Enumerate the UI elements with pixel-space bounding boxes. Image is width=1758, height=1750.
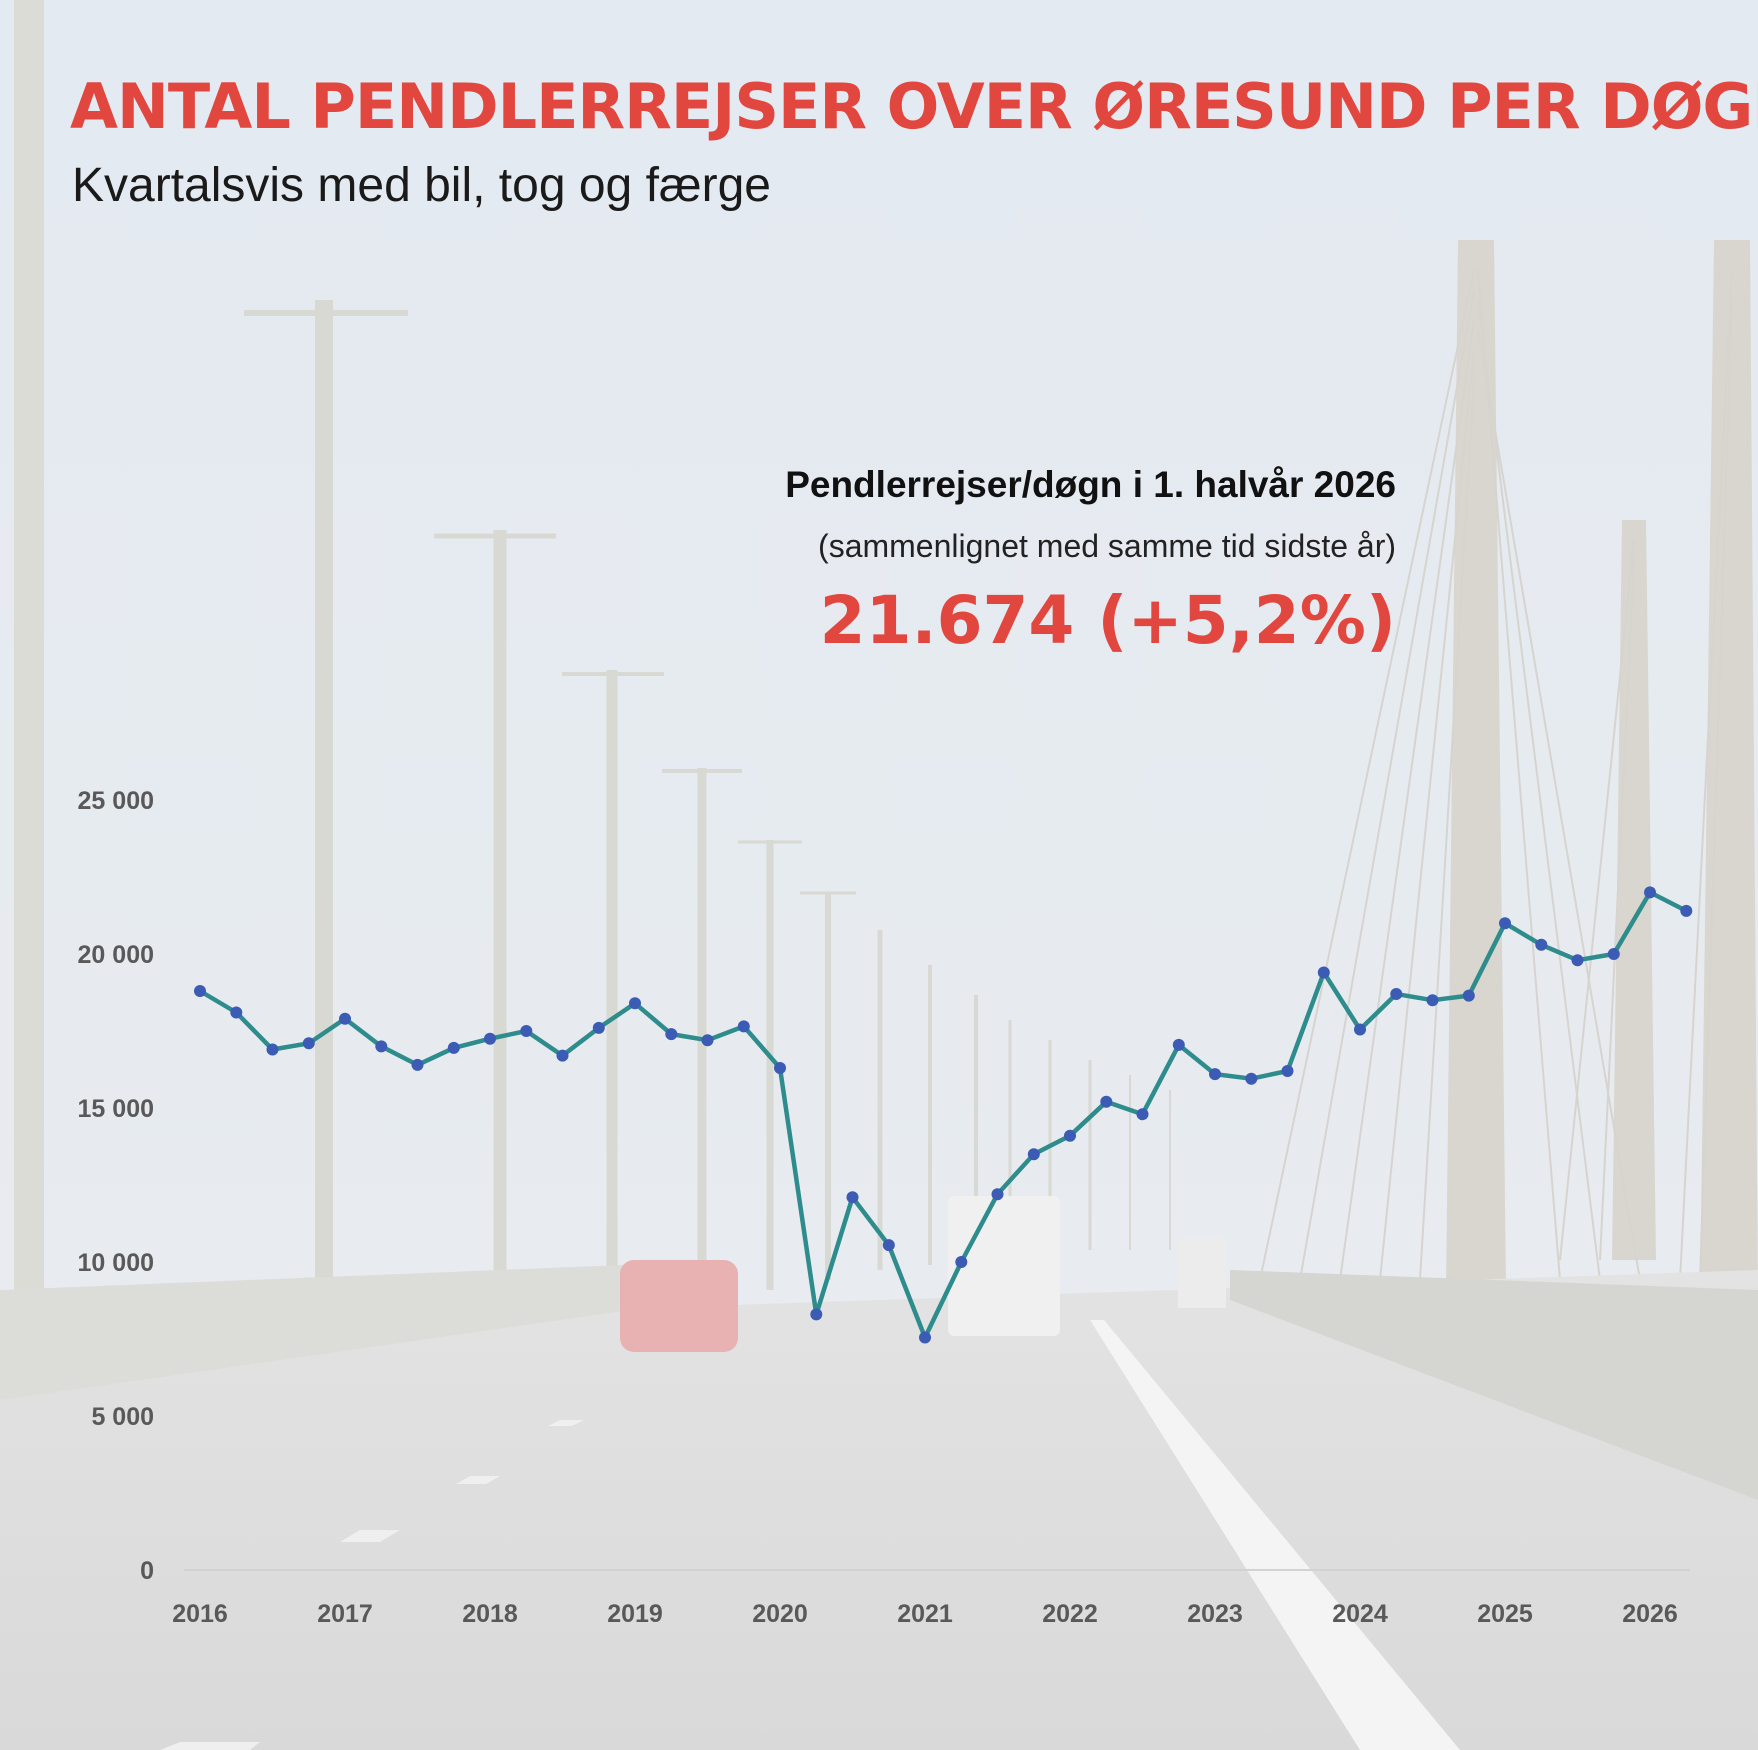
y-tick-label: 0 xyxy=(140,1557,154,1585)
series-line xyxy=(198,890,1688,1340)
y-tick-label: 5 000 xyxy=(91,1403,154,1431)
data-point xyxy=(1172,1038,1185,1051)
series-commuter-trips xyxy=(194,886,1693,1344)
x-axis: 2016 2017 2018 2019 2020 2021 2022 2023 2024 2025… xyxy=(172,1600,1678,1628)
data-point xyxy=(1426,994,1439,1007)
data-point xyxy=(1354,1023,1366,1036)
callout-note: (sammenlignet med samme tid sidste år) xyxy=(818,528,1396,564)
left-pylon xyxy=(14,0,44,1340)
y-tick-label: 20 000 xyxy=(78,941,154,969)
data-point xyxy=(774,1062,786,1074)
lane-markings xyxy=(160,1420,584,1750)
data-point xyxy=(882,1239,895,1252)
data-point xyxy=(1064,1129,1076,1142)
right-barrier xyxy=(1230,1270,1758,1500)
x-tick-label: 2021 xyxy=(897,1600,953,1628)
data-point xyxy=(665,1028,678,1041)
truck xyxy=(1178,1238,1226,1308)
data-point xyxy=(1535,938,1548,951)
data-point xyxy=(411,1058,424,1071)
data-point xyxy=(1317,966,1330,979)
data-point xyxy=(919,1331,931,1344)
data-point xyxy=(955,1256,968,1268)
data-point xyxy=(1607,948,1620,960)
data-point xyxy=(230,1006,243,1019)
y-tick-label: 25 000 xyxy=(78,787,154,815)
bridge-pylons xyxy=(1446,240,1758,1300)
data-point xyxy=(556,1049,569,1062)
y-axis: 0 5 000 10 000 15 000 20 000 25 000 xyxy=(78,787,154,1585)
data-point xyxy=(1209,1068,1221,1081)
data-point xyxy=(629,997,641,1010)
data-point xyxy=(302,1037,315,1050)
data-point xyxy=(1680,904,1693,917)
data-point xyxy=(266,1043,279,1056)
callout-heading: Pendlerrejser/døgn i 1. halvår 2026 xyxy=(785,464,1396,505)
data-point xyxy=(737,1020,750,1033)
data-point xyxy=(810,1308,823,1321)
page-title: ANTAL PENDLERREJSER OVER ØRESUND PER DØG… xyxy=(70,70,1758,143)
left-barrier xyxy=(0,1262,700,1400)
data-point xyxy=(1499,917,1511,930)
data-point xyxy=(1281,1065,1294,1077)
data-point xyxy=(1245,1072,1258,1085)
x-tick-label: 2026 xyxy=(1622,1600,1678,1628)
page-subtitle: Kvartalsvis med bil, tog og færge xyxy=(72,159,771,212)
data-point xyxy=(1644,886,1656,899)
data-point xyxy=(846,1191,859,1204)
x-tick-label: 2016 xyxy=(172,1600,228,1628)
x-tick-label: 2020 xyxy=(752,1600,808,1628)
y-tick-label: 15 000 xyxy=(78,1095,154,1123)
data-point xyxy=(1027,1148,1040,1161)
red-car xyxy=(620,1260,738,1352)
data-point xyxy=(1571,954,1584,967)
x-tick-label: 2022 xyxy=(1042,1600,1098,1628)
y-tick-label: 10 000 xyxy=(78,1249,154,1277)
x-tick-label: 2019 xyxy=(607,1600,663,1628)
data-point xyxy=(1100,1095,1113,1108)
road-edge-line xyxy=(1090,1320,1460,1750)
data-point xyxy=(520,1025,533,1037)
data-point xyxy=(375,1040,388,1053)
data-point xyxy=(1136,1108,1149,1121)
data-point xyxy=(1462,989,1475,1002)
x-tick-label: 2024 xyxy=(1332,1600,1388,1628)
bridge-cables xyxy=(1259,269,1733,1281)
x-tick-label: 2017 xyxy=(317,1600,373,1628)
data-point xyxy=(194,985,206,997)
x-tick-label: 2025 xyxy=(1477,1600,1533,1628)
data-point xyxy=(701,1034,714,1047)
callout-value: 21.674 (+5,2%) xyxy=(819,582,1396,659)
data-point xyxy=(447,1041,460,1054)
x-tick-label: 2018 xyxy=(462,1600,518,1628)
x-tick-label: 2023 xyxy=(1187,1600,1243,1628)
data-point xyxy=(592,1021,605,1034)
data-point xyxy=(339,1012,351,1025)
data-point xyxy=(484,1032,496,1045)
data-point xyxy=(1390,988,1403,1000)
data-point xyxy=(991,1188,1004,1201)
